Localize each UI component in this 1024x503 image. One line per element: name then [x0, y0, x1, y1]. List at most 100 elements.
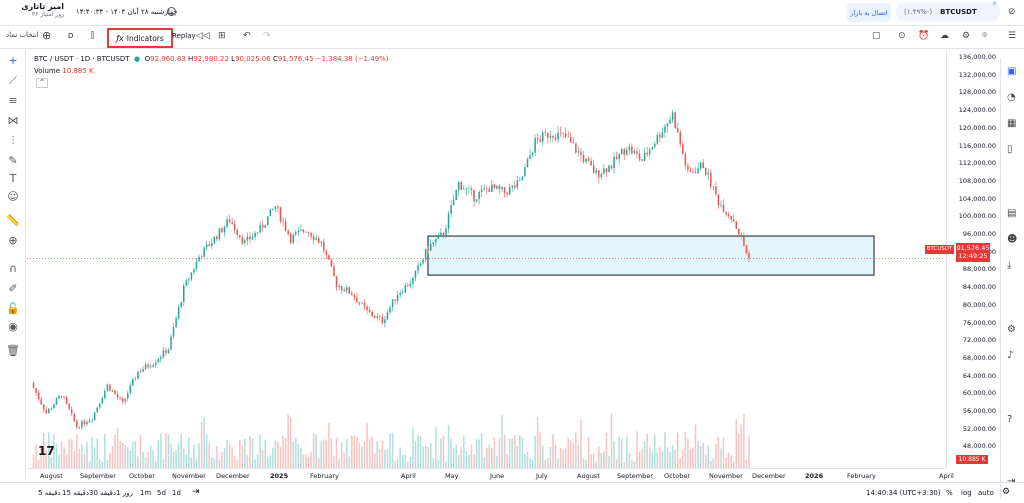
exit-icon[interactable]: ⇥ [1007, 476, 1016, 487]
volume-bar [121, 442, 124, 468]
percent-toggle[interactable]: % [946, 489, 953, 497]
range-5d[interactable]: 5d [157, 489, 166, 497]
crosshair-icon[interactable]: + [8, 54, 18, 67]
replay-button[interactable]: Replay [172, 32, 196, 40]
monitor-icon[interactable]: ▣ [1007, 66, 1017, 77]
indicators-button[interactable]: ƒx Indicators [107, 28, 173, 48]
volume-bar [338, 459, 340, 468]
legend-symbol[interactable]: BTC / USDT · 1D · BTCUSDT [34, 55, 130, 63]
download-icon[interactable]: ⤓ [1007, 260, 1012, 271]
candle-body [394, 299, 396, 301]
volume-bar [386, 448, 389, 468]
lock-icon[interactable]: 🔓 [6, 302, 20, 315]
volume-bar [98, 459, 101, 468]
candle-body [73, 413, 76, 422]
range-1m[interactable]: 1m [140, 489, 152, 497]
gear-icon[interactable]: ⚙ [1007, 324, 1016, 335]
pattern-icon[interactable]: ⋈ [7, 114, 19, 127]
pair-chip[interactable]: (۱.۴۹%-) BTCUSDT [896, 2, 1000, 22]
volume-bar [137, 456, 139, 468]
interval-selector[interactable]: D [68, 32, 74, 40]
volume-bar [440, 438, 442, 468]
camera-icon[interactable]: ⌾ [982, 31, 988, 41]
candle-body [534, 138, 536, 153]
last-price-tag: 91,576.45 12:49:25 [956, 243, 990, 262]
price-chart[interactable] [27, 50, 945, 468]
eye-icon[interactable]: ◉ [8, 320, 18, 333]
volume-bar [371, 436, 373, 468]
symbol-search-button[interactable]: انتخاب نماد [6, 31, 39, 39]
magnet-icon[interactable]: ∩ [8, 262, 18, 275]
fib-icon[interactable]: ⫶ [11, 134, 15, 147]
tradingview-logo-icon[interactable]: 17 [38, 444, 55, 458]
candle-body [233, 224, 236, 231]
ad-info-icon[interactable]: ⨯ [992, 0, 998, 7]
time-tick-label: October [129, 472, 156, 480]
horizontal-lines-icon[interactable]: ≡ [8, 94, 18, 107]
emoji-icon[interactable]: ☺ [7, 190, 19, 203]
fullscreen-icon[interactable]: ▢ [872, 31, 881, 41]
candle-body [317, 238, 320, 243]
help-icon[interactable]: ? [1007, 414, 1013, 425]
volume-bar [595, 461, 597, 468]
log-toggle[interactable]: log [961, 489, 972, 497]
candle-body [539, 139, 541, 142]
candle-style-icon[interactable]: ⫿ [91, 31, 94, 41]
wallet-icon[interactable]: ▤ [1007, 208, 1017, 219]
candle-body [106, 384, 109, 391]
lock-drawings-icon[interactable]: ✐ [8, 282, 18, 295]
collapse-legend-icon[interactable]: ^ [36, 78, 48, 88]
range-1d-fa[interactable]: 1 روز [116, 489, 133, 497]
goto-date-icon[interactable]: ⇥ [192, 487, 200, 497]
eye-off-icon[interactable]: ⊘ [1008, 7, 1016, 17]
volume-bar [399, 447, 401, 468]
text-icon[interactable]: T [9, 172, 17, 185]
candle-body [325, 251, 328, 255]
zoom-icon[interactable]: ⊙ [898, 31, 906, 41]
layout-grid-icon[interactable]: ⊞ [218, 31, 226, 41]
menu-icon[interactable]: ☰ [1008, 31, 1017, 41]
candle-body [605, 168, 608, 173]
volume-bar [676, 432, 679, 468]
price-tick-label: 108,000.00 [958, 176, 996, 185]
replay-icon[interactable]: ◁◁ [196, 31, 210, 41]
user-info[interactable]: امیر تاتاری ۳۶ روز امتیاز [4, 2, 64, 18]
connect-market-button[interactable]: اتصال به بازار [847, 3, 891, 22]
support-zone-rectangle[interactable] [427, 235, 875, 276]
cloud-icon[interactable]: ☁ [940, 31, 949, 41]
settings-icon[interactable]: ⚙ [962, 31, 971, 41]
volume-bar [715, 443, 717, 468]
candle-body [674, 112, 676, 129]
redo-icon[interactable]: ↷ [263, 31, 271, 41]
range-15m[interactable]: 15 دقیقه [62, 489, 90, 497]
undo-icon[interactable]: ↶ [243, 31, 251, 41]
history-icon[interactable]: ◔ [1007, 92, 1016, 103]
volume-bar [142, 451, 144, 468]
volume-bar [203, 416, 205, 468]
trendline-icon[interactable]: ⟋ [9, 74, 17, 87]
range-1d[interactable]: 1d [172, 489, 181, 497]
zoom-in-icon[interactable]: ⊕ [8, 234, 18, 247]
range-30m[interactable]: 30 دقیقه [89, 489, 117, 497]
phone-icon[interactable]: ▯ [1007, 144, 1013, 155]
range-5m[interactable]: 5 دقیقه [38, 489, 61, 497]
candle-body [353, 295, 356, 298]
candle-body [442, 232, 445, 237]
add-symbol-icon[interactable]: ⊕ [42, 29, 52, 42]
time-axis[interactable]: August September October November December 20… [27, 468, 954, 482]
ruler-icon[interactable]: 📏 [6, 214, 20, 227]
calendar-icon[interactable]: ▦ [1007, 118, 1017, 129]
bell-icon[interactable]: ♪ [1007, 350, 1014, 361]
price-axis[interactable]: 136,000.00 132,000.00 128,000.00 124,000.00… [946, 50, 1000, 468]
user-icon[interactable]: ☻ [1007, 234, 1018, 245]
candle-body [302, 229, 305, 232]
axis-settings-icon[interactable]: ⚙ [1002, 487, 1011, 497]
volume-bar [188, 437, 190, 468]
brush-icon[interactable]: ✎ [8, 154, 18, 167]
clock-display[interactable]: 14:40:34 (UTC+3:30) [866, 489, 941, 497]
trash-icon[interactable]: 🗑 [6, 344, 20, 357]
volume-bar [508, 438, 511, 468]
candle-body [162, 350, 165, 358]
alert-icon[interactable]: ⏰ [918, 31, 930, 41]
auto-toggle[interactable]: auto [978, 489, 994, 497]
